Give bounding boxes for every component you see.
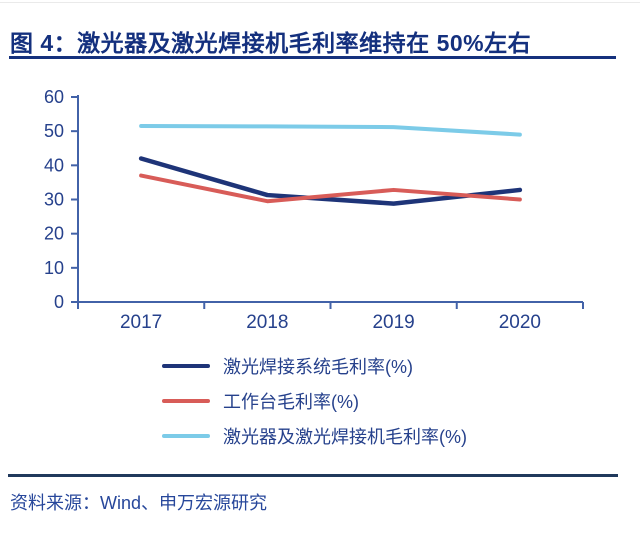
legend-line-swatch [162, 433, 210, 439]
svg-text:0: 0 [54, 292, 64, 312]
svg-text:60: 60 [44, 87, 64, 107]
line-chart: 0 10 20 30 40 50 60 2017 2018 2019 2020 [44, 87, 584, 333]
svg-text:2020: 2020 [499, 312, 541, 333]
svg-text:20: 20 [44, 224, 64, 244]
svg-text:2018: 2018 [246, 312, 288, 333]
svg-text:50: 50 [44, 121, 64, 141]
title-underline [9, 56, 616, 59]
legend-label: 激光焊接系统毛利率(%) [223, 357, 413, 377]
legend-line-swatch [162, 363, 210, 369]
svg-text:40: 40 [44, 155, 64, 175]
legend-line-swatch [162, 398, 210, 404]
legend-label: 激光器及激光焊接机毛利率(%) [223, 427, 467, 447]
legend-label: 工作台毛利率(%) [223, 392, 359, 412]
footer-divider [8, 474, 618, 477]
legend-item: 工作台毛利率(%) [162, 390, 467, 412]
top-hairline [0, 2, 640, 3]
legend-item: 激光焊接系统毛利率(%) [162, 355, 467, 377]
chart-legend: 激光焊接系统毛利率(%) 工作台毛利率(%) 激光器及激光焊接机毛利率(%) [162, 355, 467, 447]
svg-text:30: 30 [44, 190, 64, 210]
svg-text:2017: 2017 [120, 312, 162, 333]
figure-title: 图 4：激光器及激光焊接机毛利率维持在 50%左右 [10, 30, 532, 56]
source-note: 资料来源：Wind、申万宏源研究 [10, 493, 268, 513]
legend-item: 激光器及激光焊接机毛利率(%) [162, 425, 467, 447]
series-line-0 [138, 156, 523, 206]
svg-text:2019: 2019 [372, 312, 414, 333]
svg-text:10: 10 [44, 258, 64, 278]
series-line-1 [139, 173, 522, 204]
series-line-2 [139, 124, 522, 137]
